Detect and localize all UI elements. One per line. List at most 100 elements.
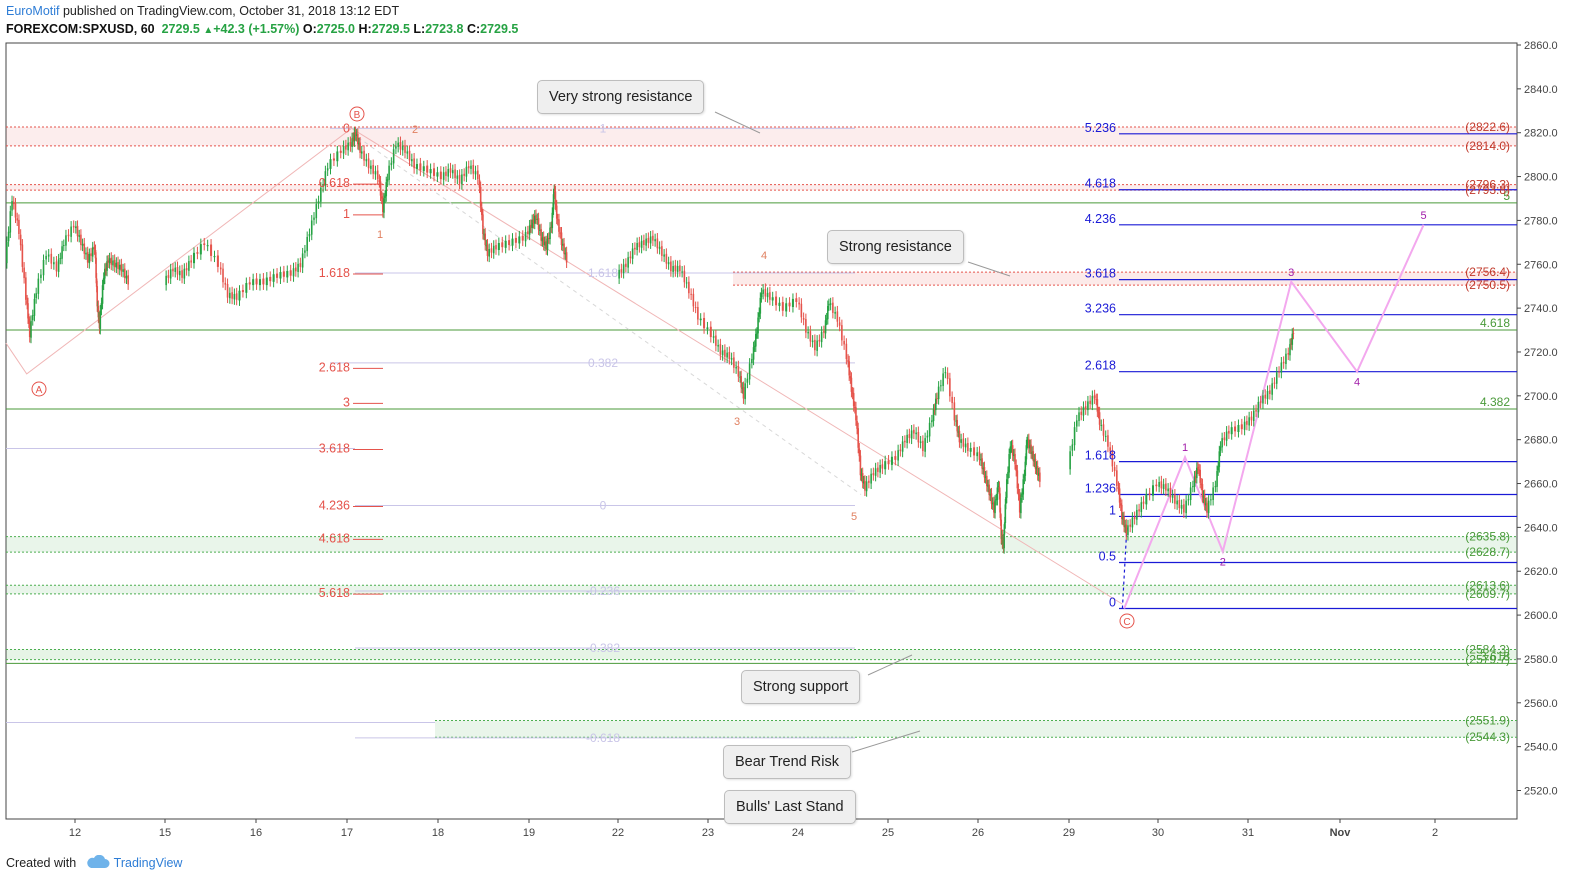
candle-body (1178, 499, 1181, 509)
candle-body (788, 302, 791, 307)
callout-very-strong-resistance[interactable]: Very strong resistance (537, 80, 705, 114)
candle-body (881, 464, 884, 469)
candle-body (308, 234, 311, 237)
subwave-label: 4 (761, 250, 767, 262)
candle-body (656, 238, 659, 249)
wave-count-label: 3 (1288, 267, 1294, 279)
candle-body (183, 268, 186, 279)
price-axis-label: 2780.0 (1524, 215, 1558, 227)
candle-body (1069, 451, 1071, 470)
wave-circle-label: A (36, 385, 43, 396)
candle-body (906, 434, 908, 443)
symbol-name[interactable]: FOREXCOM:SPXUSD, 60 (6, 22, 155, 36)
candle-body (1252, 410, 1255, 422)
candle-body (508, 240, 511, 245)
wave-circle-marker (349, 106, 365, 122)
candle-body (540, 229, 542, 241)
candle-body (997, 486, 1000, 488)
author-link[interactable]: EuroMotif (6, 4, 60, 18)
callout-bulls-last-stand[interactable]: Bulls' Last Stand (724, 790, 856, 824)
candle-body (1142, 501, 1145, 504)
candle-body (1269, 390, 1271, 395)
candle-body (1201, 484, 1204, 498)
candle-body (167, 275, 170, 278)
candle-body (219, 267, 222, 270)
candle-body (634, 247, 636, 250)
candle-body (80, 234, 82, 245)
wave-count-label: 1 (1182, 442, 1188, 454)
candle-body (436, 172, 439, 177)
candle-body (1189, 487, 1192, 500)
candle-body (383, 198, 385, 213)
candle-body (1145, 494, 1148, 505)
time-axis-label: 25 (882, 827, 894, 839)
subwave-label: 2 (412, 124, 418, 136)
candle-body (781, 302, 784, 311)
callout-strong-support[interactable]: Strong support (741, 670, 861, 704)
candle-body (12, 201, 15, 205)
candle-body (172, 268, 174, 272)
candle-body (897, 450, 899, 461)
candle-body (1217, 466, 1219, 471)
candle-body (1237, 424, 1240, 433)
wave-circle-label: B (354, 110, 361, 121)
candle-body (625, 263, 627, 267)
price-axis-label: 2560.0 (1524, 698, 1558, 710)
candle-body (1165, 483, 1167, 491)
candle-body (1207, 500, 1210, 514)
candle-body (561, 244, 564, 246)
callout-pointer (714, 111, 761, 134)
candle-body (1039, 472, 1041, 482)
candle-body (1015, 464, 1017, 472)
time-axis[interactable]: 12 15 16 17 18 19 22 23 24 25 26 29 30 31 Nov 2 (69, 819, 1438, 839)
faint-fib-label: -0.236 (586, 584, 620, 598)
time-axis-label: 24 (792, 827, 804, 839)
red-fib-label: 4.236 (319, 498, 350, 512)
candle-body (96, 286, 99, 307)
green-level-label: 4.382 (1480, 395, 1510, 409)
tradingview-link[interactable]: TradingView (113, 855, 183, 870)
candle-body (1024, 461, 1027, 476)
blue-fib-label: 4.618 (1085, 177, 1116, 191)
candle-body (304, 250, 306, 253)
candle-body (1259, 401, 1262, 403)
candle-body (760, 293, 763, 298)
candle-body (973, 447, 976, 456)
blue-fib-label: 2.618 (1085, 359, 1116, 373)
candle-body (378, 179, 381, 183)
candle-body (1287, 353, 1290, 355)
candle-body (355, 134, 358, 136)
level-lines (6, 127, 1517, 739)
candle-body (1109, 447, 1111, 452)
candle-body (741, 387, 744, 389)
candle-body (1210, 499, 1212, 501)
callout-bear-trend-risk[interactable]: Bear Trend Risk (723, 745, 851, 779)
candle-body (533, 215, 536, 224)
candle-body (1185, 500, 1187, 514)
candle-body (654, 239, 656, 242)
candle-body (1176, 500, 1178, 505)
candle-body (756, 332, 758, 334)
candle-body (728, 351, 731, 359)
red-fib-label: 3 (343, 395, 350, 409)
candle-body (1005, 479, 1008, 498)
price-axis-label: 2740.0 (1524, 303, 1558, 315)
candle-body (1171, 495, 1174, 498)
candle-body (125, 275, 128, 279)
candle-body (329, 159, 332, 169)
candle-body (1194, 475, 1197, 478)
candle-body (956, 419, 958, 432)
price-axis[interactable]: 2520.0 2540.0 2560.0 2580.0 2600.0 2620.0 2640… (1517, 40, 1558, 798)
candle-body (1264, 394, 1267, 399)
candle-body (1093, 395, 1096, 399)
candle-body (399, 142, 402, 150)
candle-body (1200, 483, 1203, 485)
candle-body (721, 350, 724, 356)
candle-body (25, 277, 27, 300)
candle-body (778, 302, 781, 306)
candle-body (372, 165, 374, 174)
candle-body (188, 261, 190, 271)
candle-body (861, 473, 864, 483)
callout-strong-resistance[interactable]: Strong resistance (827, 230, 964, 264)
